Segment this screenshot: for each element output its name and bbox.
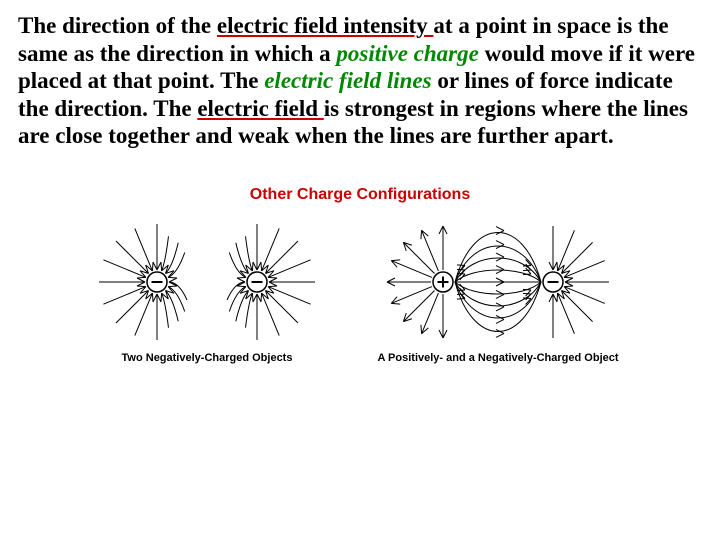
term-positive-charge: positive charge: [336, 41, 484, 66]
link-electric-field[interactable]: electric field: [197, 96, 323, 121]
diagram-dipole: A Positively- and a Negatively-Charged O…: [363, 222, 633, 364]
link-electric-field-intensity[interactable]: electric field intensity: [217, 13, 434, 38]
caption-left: Two Negatively-Charged Objects: [122, 352, 293, 364]
figure-other-charge-configs: Other Charge Configurations Two Negative…: [18, 186, 702, 364]
field-svg-left: [87, 222, 327, 342]
para-text-1: The direction of the: [18, 13, 217, 38]
field-svg-right: [363, 222, 633, 342]
term-electric-field-lines: electric field lines: [264, 68, 431, 93]
caption-right: A Positively- and a Negatively-Charged O…: [377, 352, 618, 364]
diagram-row: Two Negatively-Charged Objects A Positiv…: [87, 222, 633, 364]
body-paragraph: The direction of the electric field inte…: [18, 12, 702, 150]
figure-title: Other Charge Configurations: [250, 186, 470, 204]
diagram-two-negative: Two Negatively-Charged Objects: [87, 222, 327, 364]
